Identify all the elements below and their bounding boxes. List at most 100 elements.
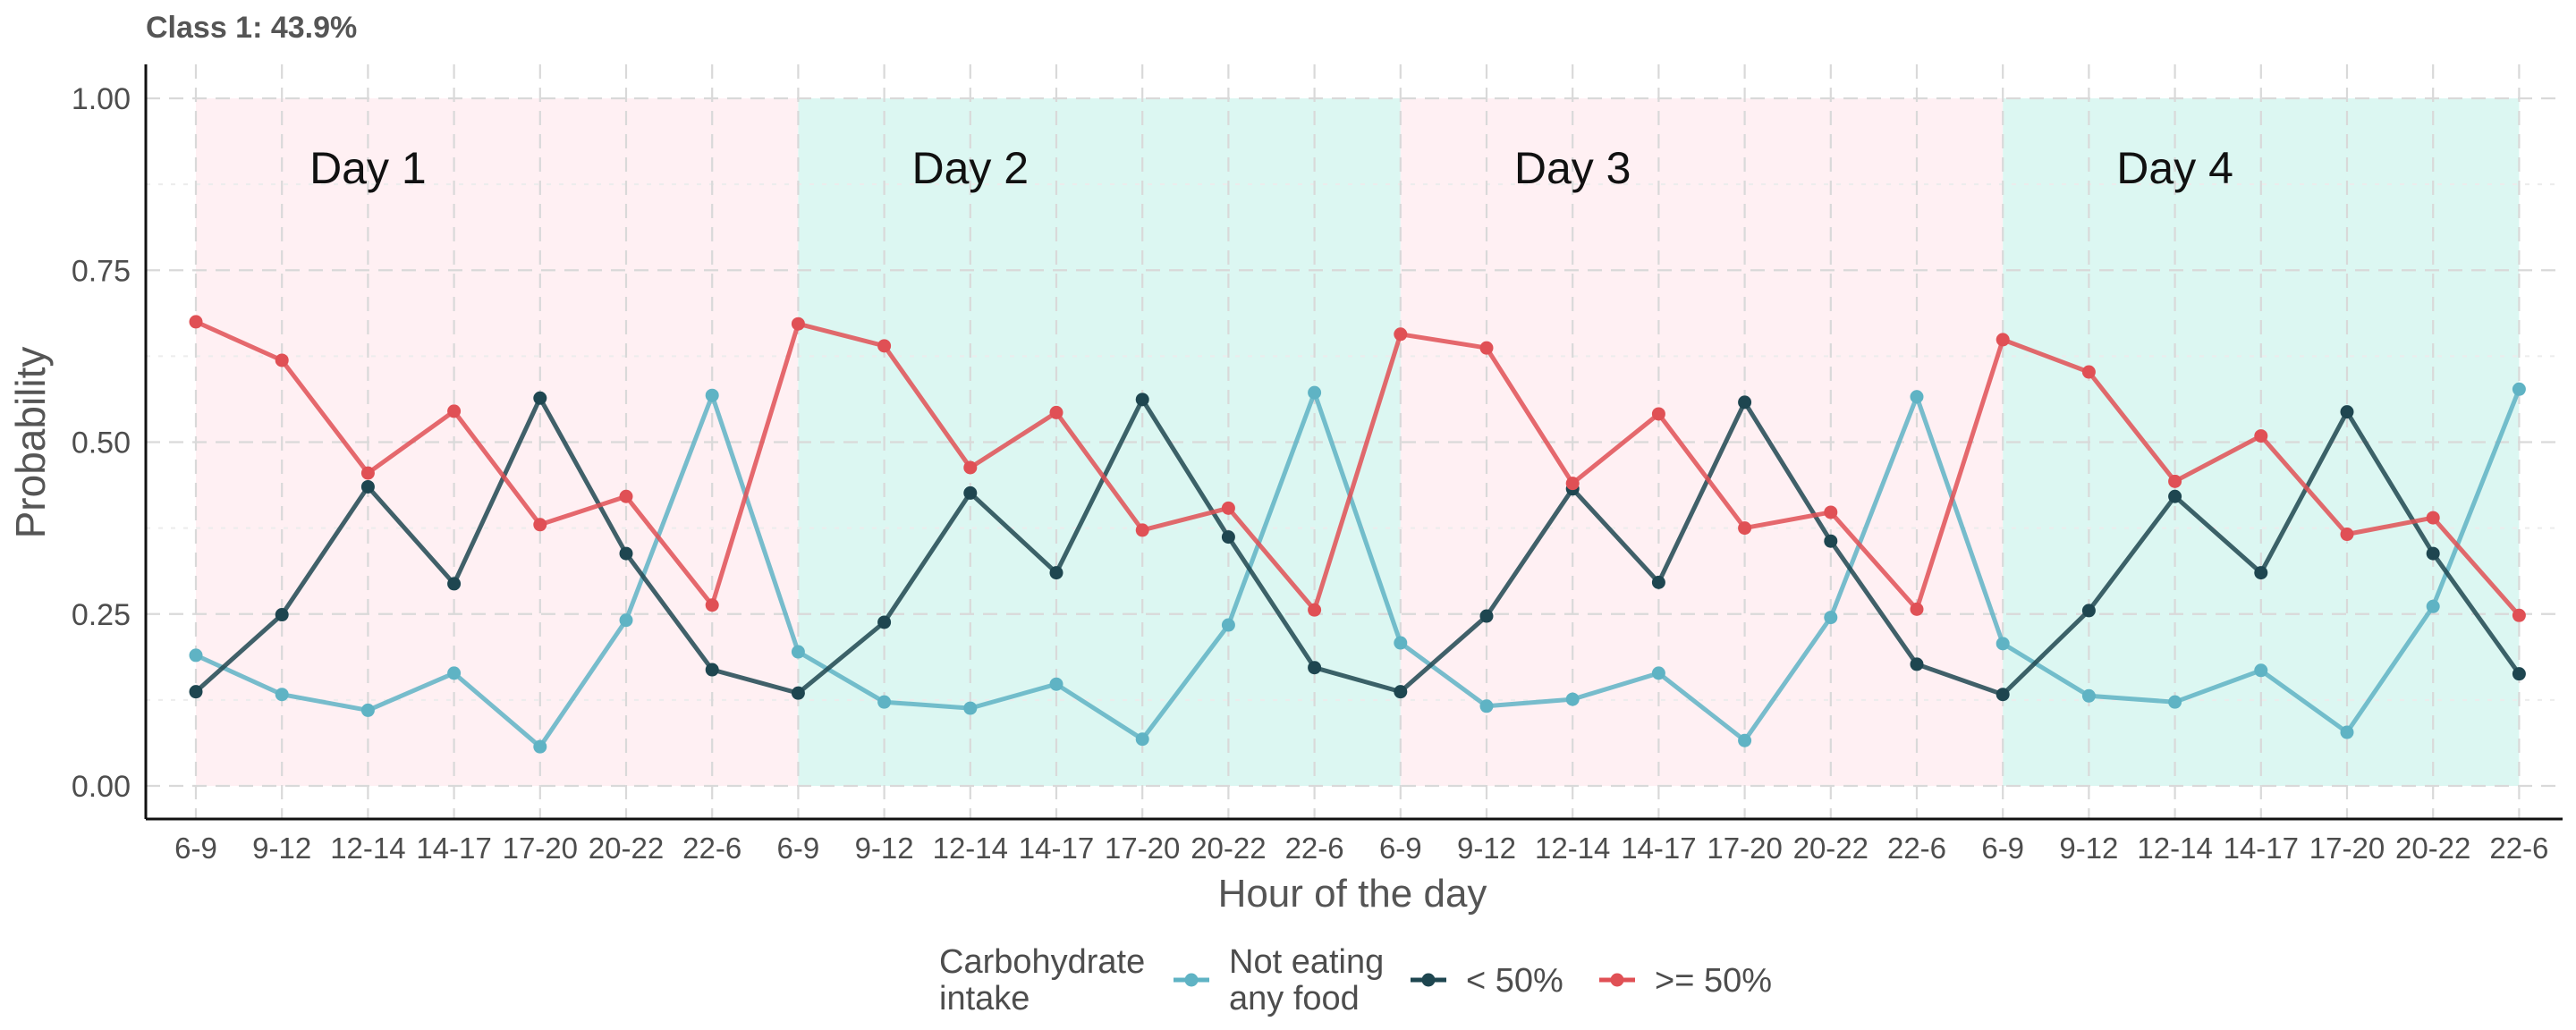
data-point [447,577,462,591]
x-tick-label: 17-20 [503,832,578,865]
data-point [1824,534,1838,548]
data-point [2340,725,2354,739]
data-point [1996,333,2010,347]
data-point [1996,637,2010,651]
legend-title: Carbohydrate [939,943,1145,981]
x-tick-label: 20-22 [589,832,664,865]
data-point [2081,688,2096,703]
data-point [1738,521,1752,536]
legend-label: any food [1229,980,1360,1017]
x-tick-label: 20-22 [2395,832,2470,865]
legend-title: intake [939,980,1030,1017]
data-point [1479,699,1494,713]
y-tick-label: 0.25 [72,598,131,632]
data-point [2254,566,2268,580]
data-point [1135,523,1149,537]
data-point [2426,599,2440,613]
data-point [877,615,892,629]
legend-key-point [1421,973,1436,987]
data-point [705,388,719,402]
data-point [1049,405,1063,419]
data-point [705,663,719,677]
legend-label: Not eating [1229,943,1384,981]
x-tick-label: 22-6 [1285,832,1344,865]
data-point [1824,505,1838,519]
x-tick-label: 22-6 [1887,832,1946,865]
data-point [791,686,805,700]
data-point [2340,405,2354,419]
data-point [1308,661,1322,675]
data-point [619,613,633,628]
data-point [619,546,633,561]
x-tick-label: 17-20 [2309,832,2385,865]
data-point [447,666,462,680]
data-point [2512,608,2526,622]
data-point [1479,341,1494,355]
x-tick-label: 22-6 [682,832,741,865]
data-point [447,404,462,418]
x-tick-label: 9-12 [1457,832,1516,865]
x-tick-label: 14-17 [2224,832,2299,865]
data-point [189,648,203,663]
data-point [2081,365,2096,379]
axes [144,64,2563,821]
data-point [533,739,547,754]
x-tick-label: 12-14 [933,832,1008,865]
data-point [189,315,203,329]
data-point [1135,393,1149,407]
legend-label: < 50% [1466,962,1563,1000]
data-point [533,391,547,405]
series-line [194,395,2521,697]
y-tick-label: 0.75 [72,254,131,288]
x-tick-label: 6-9 [1981,832,2024,865]
data-point [2426,546,2440,561]
data-point [275,353,289,367]
series-line [194,388,2521,749]
data-point [963,460,978,475]
day-label: Day 2 [911,143,1029,193]
day-label: Day 4 [2116,143,2233,193]
data-point [1221,501,1235,515]
x-tick-label: 6-9 [174,832,217,865]
legend-label: >= 50% [1655,962,1772,1000]
data-point [1221,530,1235,545]
data-point [1565,477,1580,491]
data-point [1910,657,1924,671]
x-tick-label: 14-17 [416,832,491,865]
series-points [189,315,2526,754]
x-tick-label: 20-22 [1191,832,1266,865]
x-tick-label: 12-14 [1535,832,1610,865]
data-point [1565,692,1580,706]
x-tick-label: 6-9 [1379,832,1422,865]
data-point [1394,327,1408,342]
data-point [1049,677,1063,691]
data-point [877,695,892,709]
chart-title: Class 1: 43.9% [146,11,357,45]
data-point [2512,382,2526,396]
data-point [1394,636,1408,650]
x-tick-labels: 6-9 9-12 12-14 14-17 17-20 20-22 22-6 6-9 9-12 12… [174,832,2548,865]
data-point [1738,733,1752,747]
data-point [1221,618,1235,632]
data-point [2168,474,2182,488]
data-point [1049,566,1063,580]
x-tick-label: 14-17 [1019,832,1094,865]
x-axis-label: Hour of the day [1218,872,1487,916]
data-point [189,685,203,699]
data-point [963,701,978,715]
data-point [1910,390,1924,404]
y-tick-label: 1.00 [72,82,131,116]
data-point [1996,688,2010,702]
data-point [360,466,375,480]
data-point [963,485,978,500]
data-point [275,608,289,622]
data-point [2168,489,2182,503]
day-band [1400,98,2004,786]
data-point [360,479,375,494]
data-point [1651,666,1665,680]
data-point [705,598,719,612]
data-point [2340,528,2354,542]
x-tick-label: 9-12 [252,832,311,865]
data-point [1651,407,1665,421]
